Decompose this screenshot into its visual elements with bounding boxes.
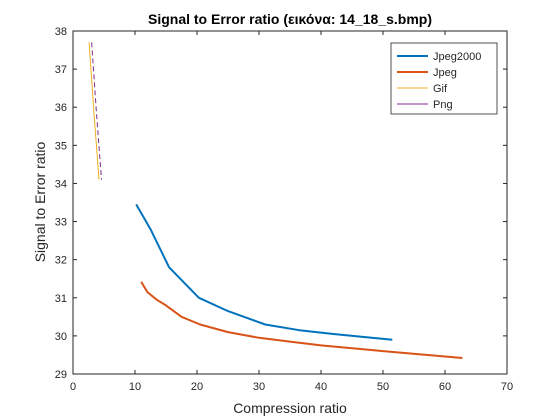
y-tick-label: 37: [55, 64, 67, 76]
y-tick-label: 38: [55, 26, 67, 38]
series-line-jpeg2000: [135, 203, 393, 341]
x-tick-label: 60: [439, 381, 451, 393]
y-tick-label: 29: [55, 369, 67, 381]
x-axis: 0 10 20 30 40 50 60 70: [70, 31, 513, 393]
plot-frame: [72, 30, 508, 375]
x-axis-label: Compression ratio: [233, 400, 347, 416]
x-tick-label: 70: [501, 381, 513, 393]
x-tick-label: 40: [315, 381, 327, 393]
y-axis: 29 30 31 32 33 34 35 36 37 38: [55, 26, 507, 381]
y-axis-label: Signal to Error ratio: [32, 141, 48, 262]
y-tick-label: 36: [55, 102, 67, 114]
legend-label-jpeg: Jpeg: [433, 67, 457, 79]
y-tick-label: 30: [55, 331, 67, 343]
chart-title: Signal to Error ratio (εικόνα: 14_18_s.b…: [148, 11, 432, 27]
series-line-gif: [88, 42, 100, 180]
x-tick-label: 20: [191, 381, 203, 393]
x-tick-label: 50: [377, 381, 389, 393]
y-tick-label: 32: [55, 255, 67, 267]
y-tick-label: 34: [55, 178, 67, 190]
series-line-png: [91, 42, 102, 180]
series-line-jpeg: [140, 281, 463, 359]
y-tick-label: 35: [55, 140, 67, 152]
series-layer: [88, 42, 463, 359]
legend-box: [390, 42, 498, 115]
y-tick-label: 33: [55, 217, 67, 229]
y-tick-label: 31: [55, 293, 67, 305]
x-tick-label: 0: [70, 381, 76, 393]
legend-label-gif: Gif: [433, 83, 448, 95]
x-tick-label: 30: [253, 381, 265, 393]
x-tick-label: 10: [129, 381, 141, 393]
legend-label-png: Png: [433, 99, 453, 111]
legend: Jpeg2000 Jpeg Gif Png: [390, 42, 498, 115]
legend-label-jpeg2000: Jpeg2000: [433, 51, 481, 63]
